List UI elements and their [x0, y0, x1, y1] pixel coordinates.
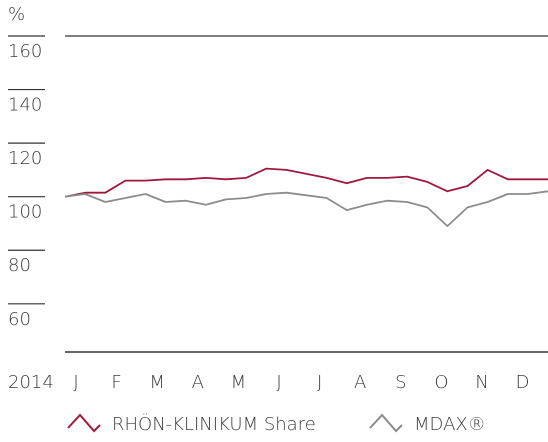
legend-icon	[67, 413, 101, 433]
x-tick-label: A	[354, 372, 366, 393]
legend-label: RHÖN-KLINIKUM Share	[112, 413, 316, 435]
x-axis-label: 2014	[8, 372, 54, 393]
x-tick-label: J	[276, 372, 281, 393]
y-tick-label: 60	[8, 309, 31, 330]
legend-icon	[369, 413, 403, 433]
y-tick-label: 80	[8, 255, 31, 276]
x-tick-label: M	[149, 372, 165, 393]
y-tick-label: 140	[8, 95, 42, 116]
y-axis-label: %	[8, 4, 25, 25]
x-tick-label: O	[434, 372, 448, 393]
x-tick-label: A	[192, 372, 204, 393]
x-tick-label: J	[73, 372, 78, 393]
x-tick-label: M	[231, 372, 247, 393]
y-tick-label: 120	[8, 148, 42, 169]
x-tick-label: F	[111, 372, 121, 393]
y-tick-label: 100	[8, 202, 42, 223]
series-line	[64, 190, 548, 227]
series-line	[64, 167, 548, 198]
y-tick-label: 160	[8, 41, 42, 62]
x-tick-label: S	[395, 372, 406, 393]
legend-label: MDAX®	[414, 414, 486, 435]
x-tick-label: D	[516, 372, 530, 393]
x-tick-label: J	[317, 372, 322, 393]
x-tick-label: N	[475, 372, 488, 393]
